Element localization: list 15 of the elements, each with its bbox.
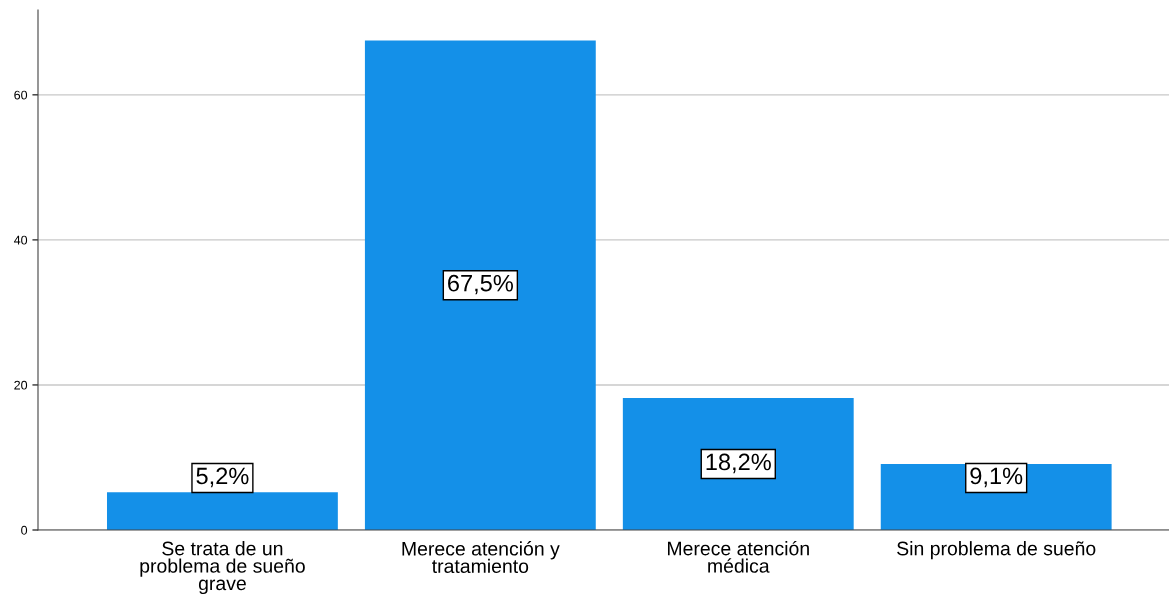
- x-tick-label: Merece atención y tratamiento: [402, 541, 560, 574]
- data-label: 67,5%: [448, 274, 513, 295]
- x-tick-label: Se trata de un problema de sueño grave: [140, 541, 305, 595]
- data-label: 5,2%: [196, 467, 249, 488]
- y-tick-label: 20: [14, 380, 28, 390]
- x-tick-label: Sin problema de sueño: [897, 541, 1096, 560]
- y-tick-label: 0: [21, 525, 28, 535]
- bar: [622, 398, 854, 530]
- bar: [364, 40, 596, 530]
- x-tick-label: Merece atención médica: [667, 540, 809, 573]
- data-label: 18,2%: [706, 453, 771, 474]
- y-tick-label: 60: [14, 90, 28, 100]
- bar: [106, 492, 338, 530]
- data-label: 9,1%: [970, 467, 1023, 488]
- y-tick-label: 40: [13, 235, 28, 245]
